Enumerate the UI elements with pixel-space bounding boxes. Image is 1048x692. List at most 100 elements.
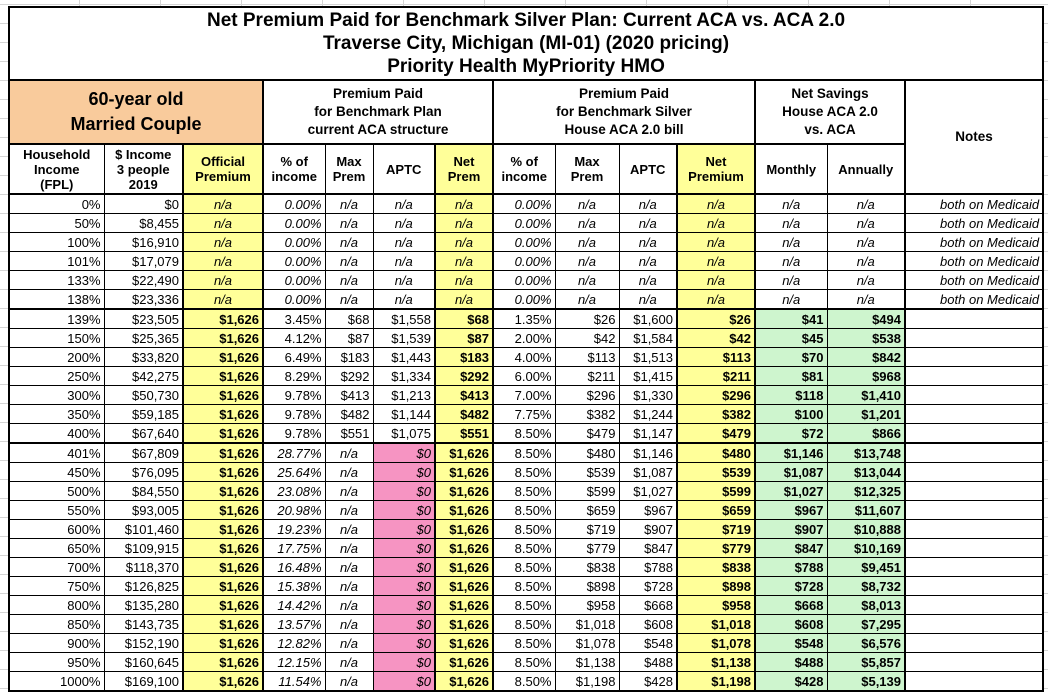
cell-aca-pct-income: 9.78% <box>262 385 326 405</box>
cell-aca-aptc: $1,213 <box>372 385 436 405</box>
col-header-savings-monthly: Monthly <box>754 143 828 195</box>
cell-official-premium: $1,626 <box>182 595 264 615</box>
cell-aca-aptc: $0 <box>372 442 436 463</box>
cell-aca2-max-prem: $599 <box>554 481 620 501</box>
cell-aca-net-prem: $413 <box>434 385 494 405</box>
cell-aca-aptc: $0 <box>372 576 436 596</box>
table-row: 850% $143,735 $1,626 13.57% n/a $0 $1,626 8.50%… <box>8 614 1045 634</box>
cell-aca2-net-premium: $480 <box>676 442 756 463</box>
col-header-aca-pct-income: % of income <box>262 143 326 195</box>
cell-notes <box>904 595 1045 615</box>
table-row: 700% $118,370 $1,626 16.48% n/a $0 $1,626 8.50%… <box>8 557 1045 577</box>
table-row: 350% $59,185 $1,626 9.78% $482 $1,144 $482 7.75… <box>8 404 1045 424</box>
cell-aca2-max-prem: $296 <box>554 385 620 405</box>
cell-notes <box>904 633 1045 653</box>
cell-aca-pct-income: 13.57% <box>262 614 326 634</box>
col-header-official-premium: Official Premium <box>182 143 264 195</box>
cell-aca2-net-premium: $1,138 <box>676 652 756 672</box>
cell-fpl: 500% <box>8 481 105 501</box>
cell-aca2-max-prem: $838 <box>554 557 620 577</box>
cell-fpl: 50% <box>8 213 105 233</box>
cell-savings-annually: $5,857 <box>826 652 906 672</box>
cell-notes <box>904 404 1045 424</box>
cell-aca-max-prem: n/a <box>324 481 374 501</box>
cell-aca-aptc: n/a <box>372 213 436 233</box>
cell-notes <box>904 500 1045 520</box>
cell-savings-monthly: n/a <box>754 193 828 214</box>
cell-aca-pct-income: 9.78% <box>262 423 326 444</box>
title-line-2: Traverse City, Michigan (MI-01) (2020 pr… <box>322 33 730 54</box>
cell-savings-annually: n/a <box>826 193 906 214</box>
cell-fpl: 139% <box>8 308 105 329</box>
cell-official-premium: $1,626 <box>182 576 264 596</box>
cell-aca-pct-income: 12.82% <box>262 633 326 653</box>
cell-aca-max-prem: n/a <box>324 519 374 539</box>
cell-income: $42,275 <box>103 366 184 386</box>
cell-savings-monthly: n/a <box>754 251 828 271</box>
cell-aca2-net-premium: $113 <box>676 347 756 367</box>
cell-savings-monthly: $788 <box>754 557 828 577</box>
cell-aca2-aptc: n/a <box>618 232 678 252</box>
cell-aca2-net-premium: $1,198 <box>676 671 756 692</box>
cell-aca-pct-income: 25.64% <box>262 462 326 482</box>
cell-income: $8,455 <box>103 213 184 233</box>
premium-comparison-table-wrapper: Net Premium Paid for Benchmark Silver Pl… <box>7 6 1045 692</box>
cell-aca2-max-prem: $958 <box>554 595 620 615</box>
table-row: 150% $25,365 $1,626 4.12% $87 $1,539 $87 2.00% $… <box>8 328 1045 348</box>
cell-aca-max-prem: n/a <box>324 289 374 310</box>
premium-comparison-table: Net Premium Paid for Benchmark Silver Pl… <box>7 6 1045 692</box>
cell-savings-monthly: n/a <box>754 289 828 310</box>
cell-aca-aptc: n/a <box>372 232 436 252</box>
cell-income: $93,005 <box>103 500 184 520</box>
cell-fpl: 850% <box>8 614 105 634</box>
cell-aca-max-prem: n/a <box>324 652 374 672</box>
cell-income: $25,365 <box>103 328 184 348</box>
cell-aca-net-prem: $1,626 <box>434 633 494 653</box>
cell-notes <box>904 347 1045 367</box>
cell-aca2-net-premium: n/a <box>676 193 756 214</box>
cell-notes <box>904 652 1045 672</box>
cell-aca-net-prem: $1,626 <box>434 462 494 482</box>
cell-savings-annually: $8,013 <box>826 595 906 615</box>
cell-fpl: 350% <box>8 404 105 424</box>
cell-aca-net-prem: n/a <box>434 289 494 310</box>
group-header-row: 60-year old Married Couple Premium Paid … <box>8 79 1045 195</box>
cell-fpl: 450% <box>8 462 105 482</box>
table-row: 500% $84,550 $1,626 23.08% n/a $0 $1,626 8.50% $… <box>8 481 1045 501</box>
table-row: 950% $160,645 $1,626 12.15% n/a $0 $1,626 8.50%… <box>8 652 1045 672</box>
cell-savings-annually: n/a <box>826 289 906 310</box>
cell-aca2-net-premium: $1,078 <box>676 633 756 653</box>
cell-aca-max-prem: n/a <box>324 557 374 577</box>
cell-official-premium: $1,626 <box>182 500 264 520</box>
cell-income: $126,825 <box>103 576 184 596</box>
cell-official-premium: $1,626 <box>182 557 264 577</box>
cell-aca2-net-premium: $539 <box>676 462 756 482</box>
cell-official-premium: n/a <box>182 251 264 271</box>
cell-savings-monthly: $847 <box>754 538 828 558</box>
cell-income: $135,280 <box>103 595 184 615</box>
cell-aca2-aptc: $847 <box>618 538 678 558</box>
cell-aca2-net-premium: n/a <box>676 251 756 271</box>
cell-aca2-max-prem: n/a <box>554 270 620 290</box>
cell-aca2-max-prem: $1,198 <box>554 671 620 692</box>
cell-aca2-max-prem: $1,138 <box>554 652 620 672</box>
cell-aca2-aptc: $1,415 <box>618 366 678 386</box>
cell-aca-aptc: $0 <box>372 538 436 558</box>
table-row: 139% $23,505 $1,626 3.45% $68 $1,558 $68 1.35% $… <box>8 308 1045 329</box>
table-row: 1000% $169,100 $1,626 11.54% n/a $0 $1,626 8.50… <box>8 671 1045 692</box>
cell-official-premium: n/a <box>182 213 264 233</box>
cell-aca2-aptc: $1,600 <box>618 308 678 329</box>
table-row: 450% $76,095 $1,626 25.64% n/a $0 $1,626 8.50% $… <box>8 462 1045 482</box>
cell-aca2-net-premium: $659 <box>676 500 756 520</box>
cell-aca-net-prem: $87 <box>434 328 494 348</box>
cell-savings-monthly: n/a <box>754 232 828 252</box>
cell-official-premium: $1,626 <box>182 538 264 558</box>
cell-savings-annually: $12,325 <box>826 481 906 501</box>
table-row: 401% $67,809 $1,626 28.77% n/a $0 $1,626 8.50% $… <box>8 442 1045 463</box>
cell-savings-annually: $842 <box>826 347 906 367</box>
cell-income: $84,550 <box>103 481 184 501</box>
cell-aca-pct-income: 0.00% <box>262 270 326 290</box>
cell-aca-aptc: $1,334 <box>372 366 436 386</box>
cell-aca2-net-premium: $838 <box>676 557 756 577</box>
cell-income: $23,505 <box>103 308 184 329</box>
